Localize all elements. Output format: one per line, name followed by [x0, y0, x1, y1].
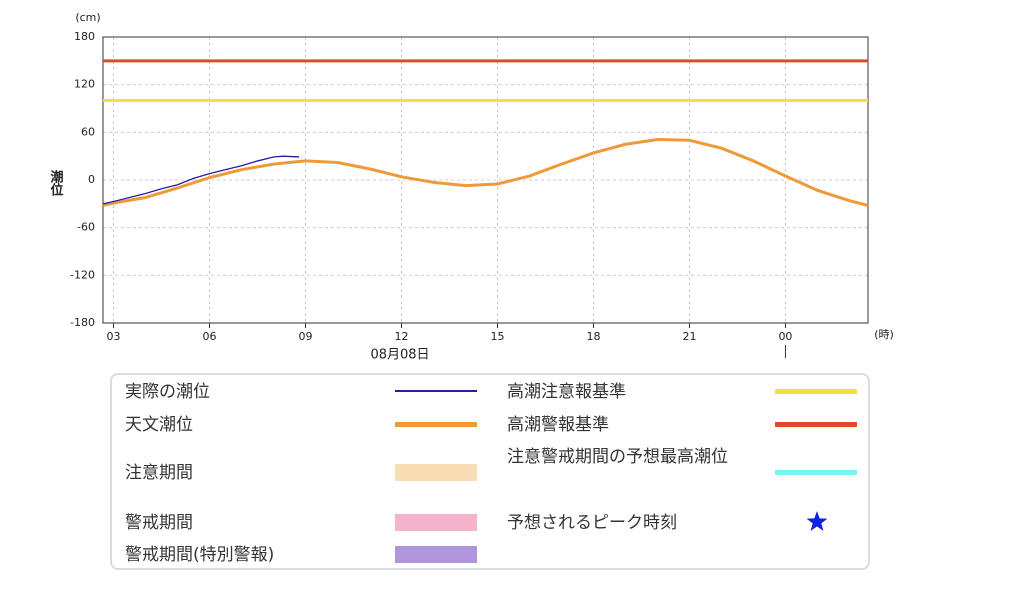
x-tick-label: 15: [490, 330, 504, 343]
x-tick-label: 12: [395, 330, 409, 343]
legend: 実際の潮位天文潮位注意期間警戒期間警戒期間(特別警報) 高潮注意報基準 高潮警報基準…: [110, 373, 870, 570]
legend-label: 高潮注意報基準: [507, 382, 626, 402]
y-tick-label: 0: [88, 173, 95, 186]
x-unit: (時): [874, 328, 894, 341]
legend-swatch: [775, 388, 857, 394]
legend-label: 実際の潮位: [125, 382, 210, 402]
legend-label: 予想されるピーク時刻: [507, 513, 677, 533]
legend-swatch: [395, 421, 477, 427]
y-tick-label: 180: [74, 30, 95, 43]
legend-label: 警戒期間(特別警報): [125, 545, 275, 565]
y-label: 潮位: [48, 169, 64, 197]
star: [806, 511, 828, 531]
y-tick-label: -120: [70, 268, 95, 281]
legend-swatch: [775, 469, 857, 475]
date-label: 08月08日: [370, 348, 429, 363]
legend-star: [806, 511, 828, 531]
legend-swatch: [395, 546, 477, 563]
legend-swatch: [395, 464, 477, 481]
legend-swatch: [395, 514, 477, 531]
legend-label: 注意警戒期間の予想最高潮位: [507, 447, 728, 467]
legend-swatch: [775, 421, 857, 427]
legend-label: 高潮警報基準: [507, 415, 609, 435]
chart: (cm) (時) 潮位 08月08日 -180-120-600601201800…: [48, 11, 894, 363]
x-tick-label: 21: [682, 330, 696, 343]
y-tick-label: 60: [81, 125, 95, 138]
plot-frame: [102, 36, 869, 324]
x-tick-label: 06: [203, 330, 217, 343]
legend-swatch: [395, 390, 477, 392]
legend-label: 警戒期間: [125, 513, 193, 533]
y-unit: (cm): [75, 11, 100, 24]
y-tick-label: -60: [77, 221, 95, 234]
x-tick-label: 00: [778, 330, 792, 343]
x-tick-label: 09: [299, 330, 313, 343]
x-tick-label: 03: [107, 330, 121, 343]
series-line: [102, 155, 300, 205]
legend-label: 注意期間: [125, 463, 193, 483]
x-tick-label: 18: [586, 330, 600, 343]
legend-label: 天文潮位: [125, 415, 193, 435]
y-tick-label: 120: [74, 78, 95, 91]
y-tick-label: -180: [70, 316, 95, 329]
series-line: [102, 137, 869, 207]
